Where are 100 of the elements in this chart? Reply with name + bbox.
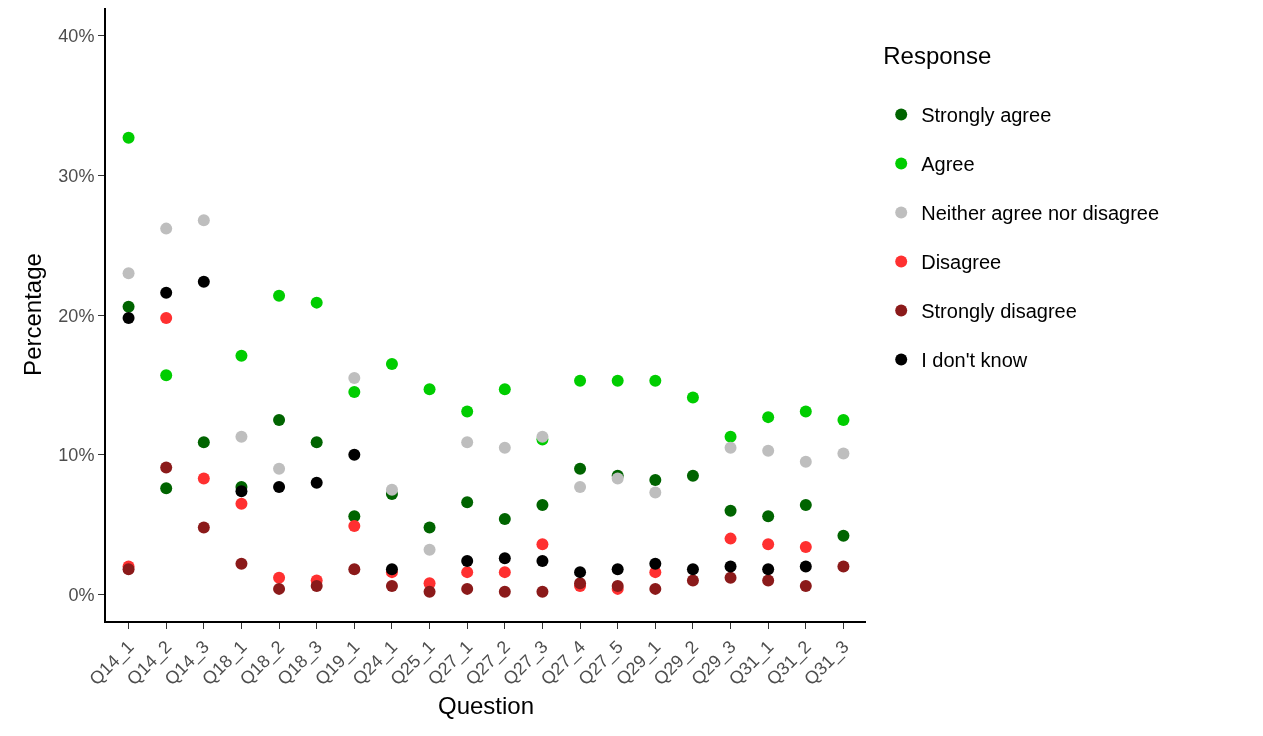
point [536, 538, 549, 551]
point [611, 563, 624, 576]
point [461, 436, 474, 449]
point [348, 386, 361, 398]
point [498, 513, 511, 526]
point [273, 480, 286, 493]
point [686, 574, 699, 587]
point [837, 447, 850, 460]
point [686, 469, 699, 482]
point [273, 413, 286, 426]
point [837, 413, 850, 426]
point [348, 448, 361, 461]
point [197, 521, 210, 534]
point [197, 436, 210, 449]
point [310, 436, 323, 449]
point [235, 430, 248, 443]
point [122, 267, 135, 280]
point [310, 580, 323, 593]
legend-label: I don't know [921, 349, 1028, 372]
point [498, 552, 511, 565]
point [160, 286, 173, 299]
x-axis-title: Question [437, 691, 535, 719]
point [273, 462, 286, 475]
point [122, 300, 135, 313]
point [423, 543, 436, 556]
point [649, 557, 662, 570]
point [385, 358, 398, 371]
point [197, 472, 210, 485]
point [461, 582, 474, 595]
point [273, 289, 286, 302]
point [799, 405, 812, 418]
legend-label: Disagree [921, 251, 1002, 274]
point [574, 374, 587, 387]
point [498, 585, 511, 598]
point [799, 580, 812, 593]
point [498, 566, 511, 579]
point [310, 296, 323, 309]
point [235, 349, 248, 362]
point [423, 521, 436, 534]
point [423, 585, 436, 598]
point [724, 532, 737, 545]
point [461, 554, 474, 567]
legend-label: Agree [921, 153, 975, 176]
point [649, 582, 662, 595]
point [724, 441, 737, 454]
point [762, 563, 775, 576]
point [799, 499, 812, 512]
point [686, 563, 699, 576]
point [310, 476, 323, 489]
y-tick-label: 40% [58, 26, 95, 47]
point [724, 504, 737, 517]
legend-title: Response [883, 41, 992, 69]
point [423, 383, 436, 396]
point [461, 496, 474, 509]
point [461, 566, 474, 579]
y-axis-title: Percentage [18, 253, 46, 376]
point [574, 462, 587, 475]
point [536, 554, 549, 567]
point [724, 560, 737, 573]
point [649, 374, 662, 387]
legend-label: Strongly agree [921, 104, 1052, 127]
point [273, 571, 286, 584]
point [686, 391, 699, 404]
legend-label: Strongly disagree [921, 300, 1077, 323]
point [574, 566, 587, 579]
point [724, 571, 737, 584]
point [762, 574, 775, 587]
point [348, 520, 361, 533]
point [799, 540, 812, 553]
point [122, 311, 135, 324]
y-tick-label: 30% [58, 165, 95, 186]
point [762, 444, 775, 457]
point [762, 538, 775, 551]
y-tick-label: 10% [58, 445, 95, 466]
point [724, 430, 737, 443]
point [762, 411, 775, 424]
point [160, 369, 173, 382]
point [649, 473, 662, 486]
point [160, 222, 173, 235]
point [762, 510, 775, 523]
legend-label: Neither agree nor disagree [921, 202, 1160, 225]
point [197, 275, 210, 288]
point [611, 374, 624, 387]
point [348, 372, 361, 385]
point [348, 563, 361, 576]
point [235, 557, 248, 570]
point [536, 499, 549, 512]
point [160, 461, 173, 474]
point [385, 483, 398, 496]
point [799, 455, 812, 468]
point [649, 486, 662, 499]
point [498, 383, 511, 396]
point [235, 485, 248, 498]
point [574, 480, 587, 493]
point [235, 497, 248, 510]
point [385, 580, 398, 593]
point [160, 311, 173, 324]
point [799, 560, 812, 573]
point [160, 482, 173, 495]
point [498, 441, 511, 454]
